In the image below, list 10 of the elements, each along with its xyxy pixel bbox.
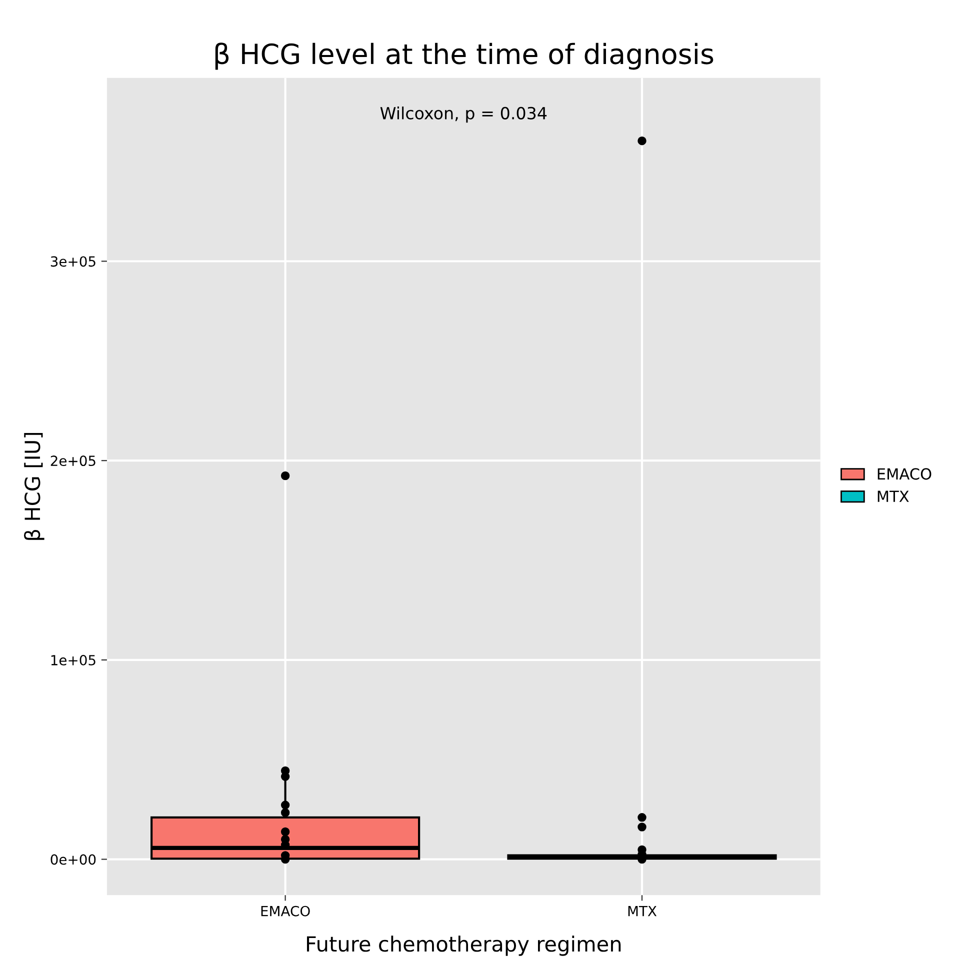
x-axis-title: Future chemotherapy regimen — [306, 936, 621, 956]
y-tick-label: 2e+05 — [50, 456, 96, 466]
annotation: Wilcoxon, p = 0.034 — [380, 106, 547, 123]
y-tick-label: 1e+05 — [51, 654, 96, 666]
legend-label: EMACO — [878, 468, 932, 480]
y-tick-label: 0e+00 — [50, 854, 96, 865]
legend-label: MTX — [878, 490, 909, 502]
y-tick-label: 3e+05 — [50, 256, 96, 267]
chart-title: β HCG level at the time of diagnosis — [215, 42, 714, 70]
y-axis-title: β HCG [IU] — [24, 433, 44, 540]
